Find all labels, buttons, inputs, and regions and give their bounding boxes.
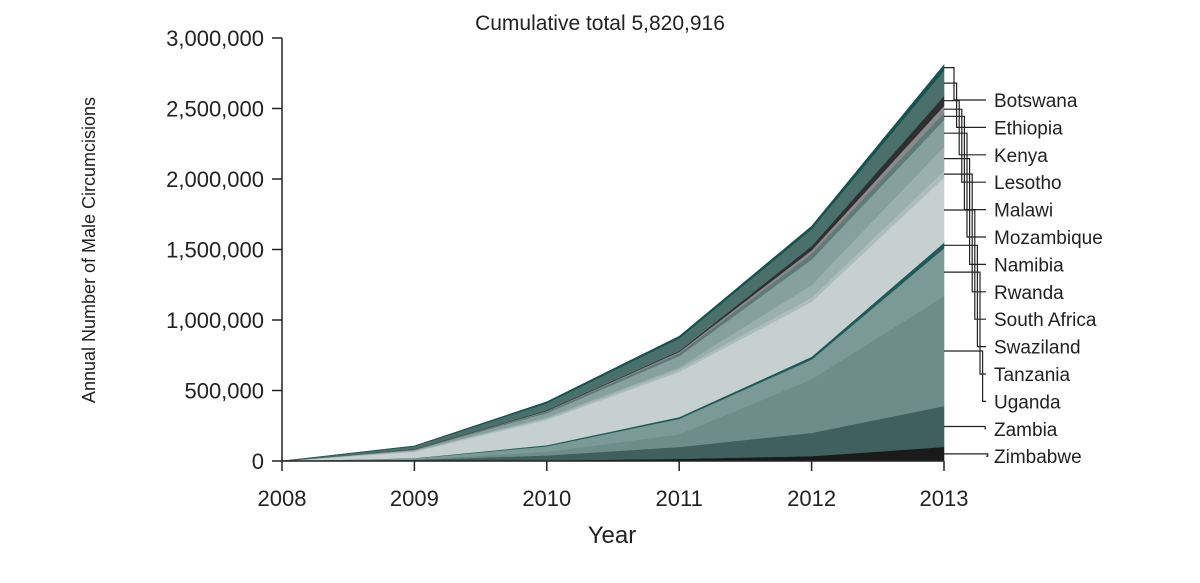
legend-label-uganda: Uganda — [994, 392, 1061, 413]
legend-leader-line — [944, 271, 986, 375]
y-tick-label: 2,000,000 — [166, 167, 264, 192]
y-tick-label: 1,500,000 — [166, 238, 264, 263]
y-axis-title: Annual Number of Male Circumcisions — [79, 97, 99, 403]
x-axis-title: Year — [588, 522, 637, 549]
x-tick-label: 2010 — [522, 486, 571, 511]
chart-axes: 0 500,000 1,000,000 1,500,000 2,000,000 2,500… — [166, 26, 968, 511]
legend-label-lesotho: Lesotho — [994, 173, 1062, 194]
legend-leader-line — [944, 132, 986, 238]
y-tick-label: 500,000 — [184, 379, 264, 404]
legend-leader-line — [944, 244, 986, 348]
legend-leader-line — [944, 66, 986, 101]
legend-leader-line — [944, 425, 986, 430]
legend-label-ethiopia: Ethiopia — [994, 118, 1063, 139]
chart-title: Cumulative total 5,820,916 — [475, 12, 725, 35]
legend-leader-line — [944, 108, 986, 183]
legend-label-malawi: Malawi — [994, 201, 1053, 222]
y-tick-label: 1,000,000 — [166, 308, 264, 333]
chart-legend: Botswana Ethiopia Kenya Lesotho Malawi Mozamb… — [944, 66, 1103, 468]
legend-label-namibia: Namibia — [994, 255, 1064, 276]
legend-leader-line — [944, 350, 986, 402]
legend-label-tanzania: Tanzania — [994, 365, 1070, 386]
legend-label-zimbabwe: Zimbabwe — [994, 447, 1082, 468]
y-tick-label: 2,500,000 — [166, 97, 264, 122]
legend-label-botswana: Botswana — [994, 91, 1078, 112]
x-tick-label: 2009 — [390, 486, 439, 511]
legend-leader-line — [944, 82, 986, 129]
legend-leader-line — [944, 173, 986, 293]
legend-leader-line — [944, 115, 986, 211]
x-tick-label: 2012 — [787, 486, 836, 511]
legend-label-mozambique: Mozambique — [994, 228, 1103, 249]
legend-leader-line — [944, 453, 989, 457]
x-tick-label: 2011 — [656, 486, 703, 511]
legend-label-rwanda: Rwanda — [994, 283, 1064, 304]
y-tick-label: 0 — [252, 449, 264, 474]
y-tick-label: 3,000,000 — [166, 26, 264, 51]
x-tick-label: 2008 — [258, 486, 307, 511]
x-tick-label: 2013 — [920, 486, 969, 511]
chart-areas — [281, 63, 945, 462]
legend-label-swaziland: Swaziland — [994, 338, 1081, 359]
legend-leader-line — [944, 100, 986, 156]
legend-label-kenya: Kenya — [994, 146, 1048, 167]
legend-label-south-africa: South Africa — [994, 310, 1097, 331]
legend-label-zambia: Zambia — [994, 420, 1058, 441]
